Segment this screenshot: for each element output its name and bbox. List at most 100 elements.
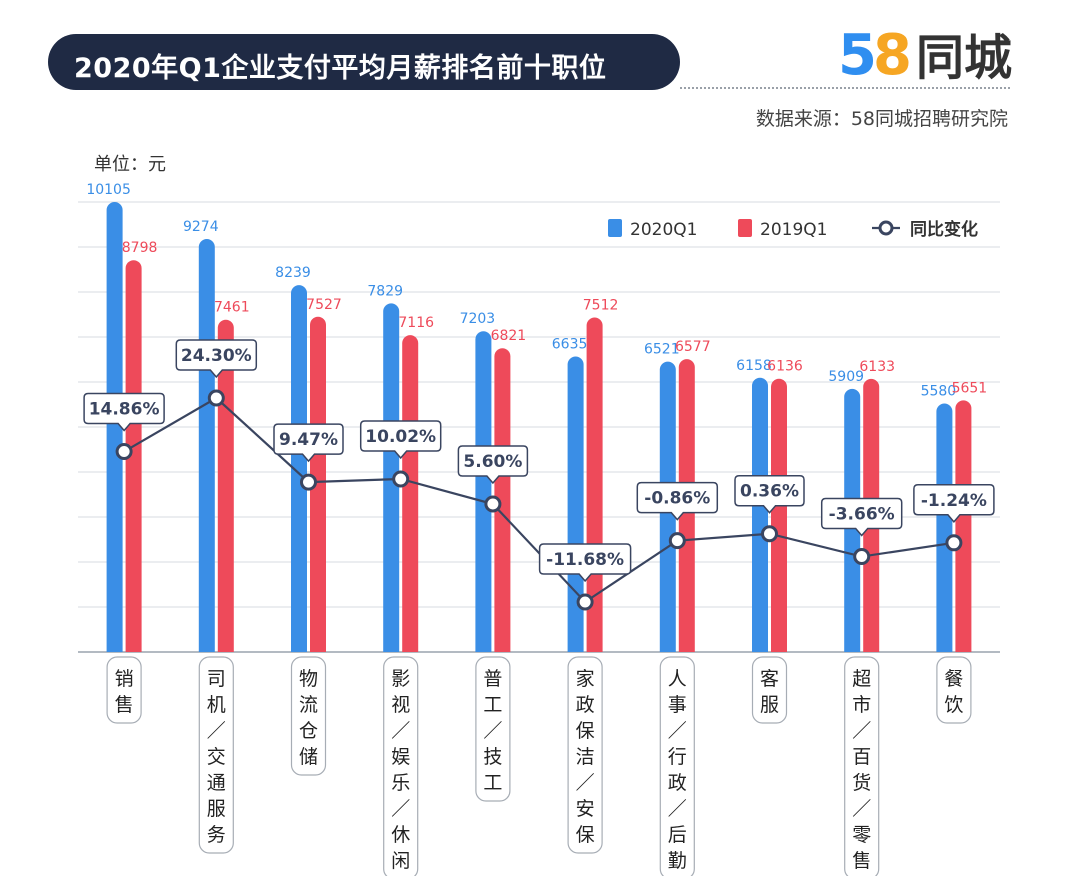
yoy-label: 10.02% xyxy=(365,427,436,447)
value-label-2019q1: 7461 xyxy=(214,300,250,316)
value-label-2020q1: 5909 xyxy=(828,369,864,385)
yoy-callout xyxy=(175,339,258,379)
value-label-2020q1: 8239 xyxy=(275,265,311,281)
yoy-callout xyxy=(820,497,903,537)
yoy-callout xyxy=(457,445,529,485)
yoy-label: 9.47% xyxy=(279,430,338,450)
legend-label-2020q1: 2020Q1 xyxy=(630,220,697,240)
yoy-label: 0.36% xyxy=(740,482,799,502)
bar-2020q1 xyxy=(106,202,123,652)
value-label-2020q1: 10105 xyxy=(86,182,131,198)
category-label: 影视／娱乐／休闲 xyxy=(391,668,410,872)
yoy-marker xyxy=(761,525,778,543)
legend-swatch-2019q1 xyxy=(738,219,752,237)
yoy-marker xyxy=(207,389,225,407)
bar-2019q1 xyxy=(402,335,419,652)
yoy-label: 5.60% xyxy=(463,452,522,472)
category-label-box xyxy=(383,656,419,876)
legend-swatch-2020q1 xyxy=(608,219,622,237)
category-label-box xyxy=(106,656,142,724)
yoy-callout xyxy=(913,484,995,523)
yoy-callout xyxy=(83,392,165,432)
value-label-2020q1: 7203 xyxy=(460,311,496,327)
value-label-2019q1: 7116 xyxy=(398,315,434,331)
value-label-2020q1: 9274 xyxy=(183,219,219,235)
data-source: 数据来源：58同城招聘研究院 xyxy=(755,108,1008,130)
yoy-marker xyxy=(115,443,133,461)
category-label: 普工／技工 xyxy=(483,668,502,794)
yoy-label: -0.86% xyxy=(644,489,710,509)
bar-2020q1 xyxy=(291,285,307,652)
logo-digit-8: 8 xyxy=(872,23,912,88)
category-label-box xyxy=(475,656,511,802)
category-label-box xyxy=(567,656,603,854)
category-label: 超市／百货／零售 xyxy=(852,668,871,872)
value-label-2020q1: 6158 xyxy=(736,358,772,374)
bar-2019q1 xyxy=(955,400,972,652)
yoy-callout xyxy=(273,423,344,463)
yoy-marker xyxy=(392,470,410,488)
yoy-label: -3.66% xyxy=(829,505,895,525)
yoy-marker xyxy=(484,495,502,513)
category-label: 人事／行政／后勤 xyxy=(668,668,687,872)
logo-text: 同城 xyxy=(915,30,1012,86)
value-label-2019q1: 6136 xyxy=(767,359,803,375)
yoy-callout xyxy=(734,474,805,514)
yoy-callout xyxy=(359,420,442,460)
yoy-marker xyxy=(576,593,594,611)
legend-label-yoy: 同比变化 xyxy=(910,219,978,240)
bar-2019q1 xyxy=(125,260,142,652)
yoy-label: 24.30% xyxy=(181,346,252,366)
category-label: 家政保洁／安保 xyxy=(576,668,595,846)
yoy-marker xyxy=(668,532,686,550)
brand-logo: 58同城 xyxy=(838,18,1012,88)
value-label-2019q1: 8798 xyxy=(122,240,158,256)
category-label-box xyxy=(844,656,880,876)
value-label-2019q1: 7512 xyxy=(583,297,619,313)
category-label-box xyxy=(290,656,327,776)
bar-2020q1 xyxy=(752,377,768,652)
value-label-2019q1: 7527 xyxy=(306,297,342,313)
page-title: 2020年Q1企业支付平均月薪排名前十职位 xyxy=(74,53,607,84)
legend-marker-yoy xyxy=(878,220,894,236)
title-banner: 2020年Q1企业支付平均月薪排名前十职位 xyxy=(48,34,680,90)
yoy-marker xyxy=(945,534,963,552)
yoy-label: -11.68% xyxy=(546,550,624,570)
bar-2020q1 xyxy=(383,303,400,652)
category-label: 客服 xyxy=(760,668,779,716)
value-label-2020q1: 7829 xyxy=(367,283,403,299)
yoy-callout xyxy=(636,481,719,521)
yoy-label: -1.24% xyxy=(921,491,987,511)
bar-2019q1 xyxy=(310,316,326,652)
value-label-2019q1: 6821 xyxy=(491,328,527,344)
category-label: 司机／交通服务 xyxy=(207,668,226,846)
legend-label-2019q1: 2019Q1 xyxy=(760,220,827,240)
bar-2019q1 xyxy=(771,378,787,652)
unit-label: 单位：元 xyxy=(94,154,166,175)
value-label-2020q1: 6635 xyxy=(552,337,588,353)
logo-digit-5: 5 xyxy=(838,23,877,88)
bar-2020q1 xyxy=(475,331,492,652)
category-label: 销售 xyxy=(115,668,134,716)
title-divider xyxy=(680,87,1010,89)
bar-2020q1 xyxy=(936,403,953,652)
yoy-marker xyxy=(300,473,317,491)
bar-2019q1 xyxy=(494,348,511,652)
value-label-2019q1: 5651 xyxy=(952,380,988,396)
category-label-box xyxy=(198,656,234,854)
value-label-2020q1: 5580 xyxy=(921,384,957,400)
yoy-label: 14.86% xyxy=(89,400,160,420)
value-label-2019q1: 6133 xyxy=(859,359,895,375)
value-label-2019q1: 6577 xyxy=(675,339,711,355)
value-label-2020q1: 6521 xyxy=(644,342,680,358)
category-label-box xyxy=(936,656,972,724)
bar-2020q1 xyxy=(567,356,584,652)
category-label: 物流仓储 xyxy=(299,668,318,768)
yoy-callout xyxy=(538,543,632,583)
category-label-box xyxy=(659,656,695,876)
bar-2020q1 xyxy=(198,239,215,652)
category-label: 餐饮 xyxy=(944,668,963,716)
category-label-box xyxy=(751,656,788,724)
yoy-marker xyxy=(853,548,871,566)
